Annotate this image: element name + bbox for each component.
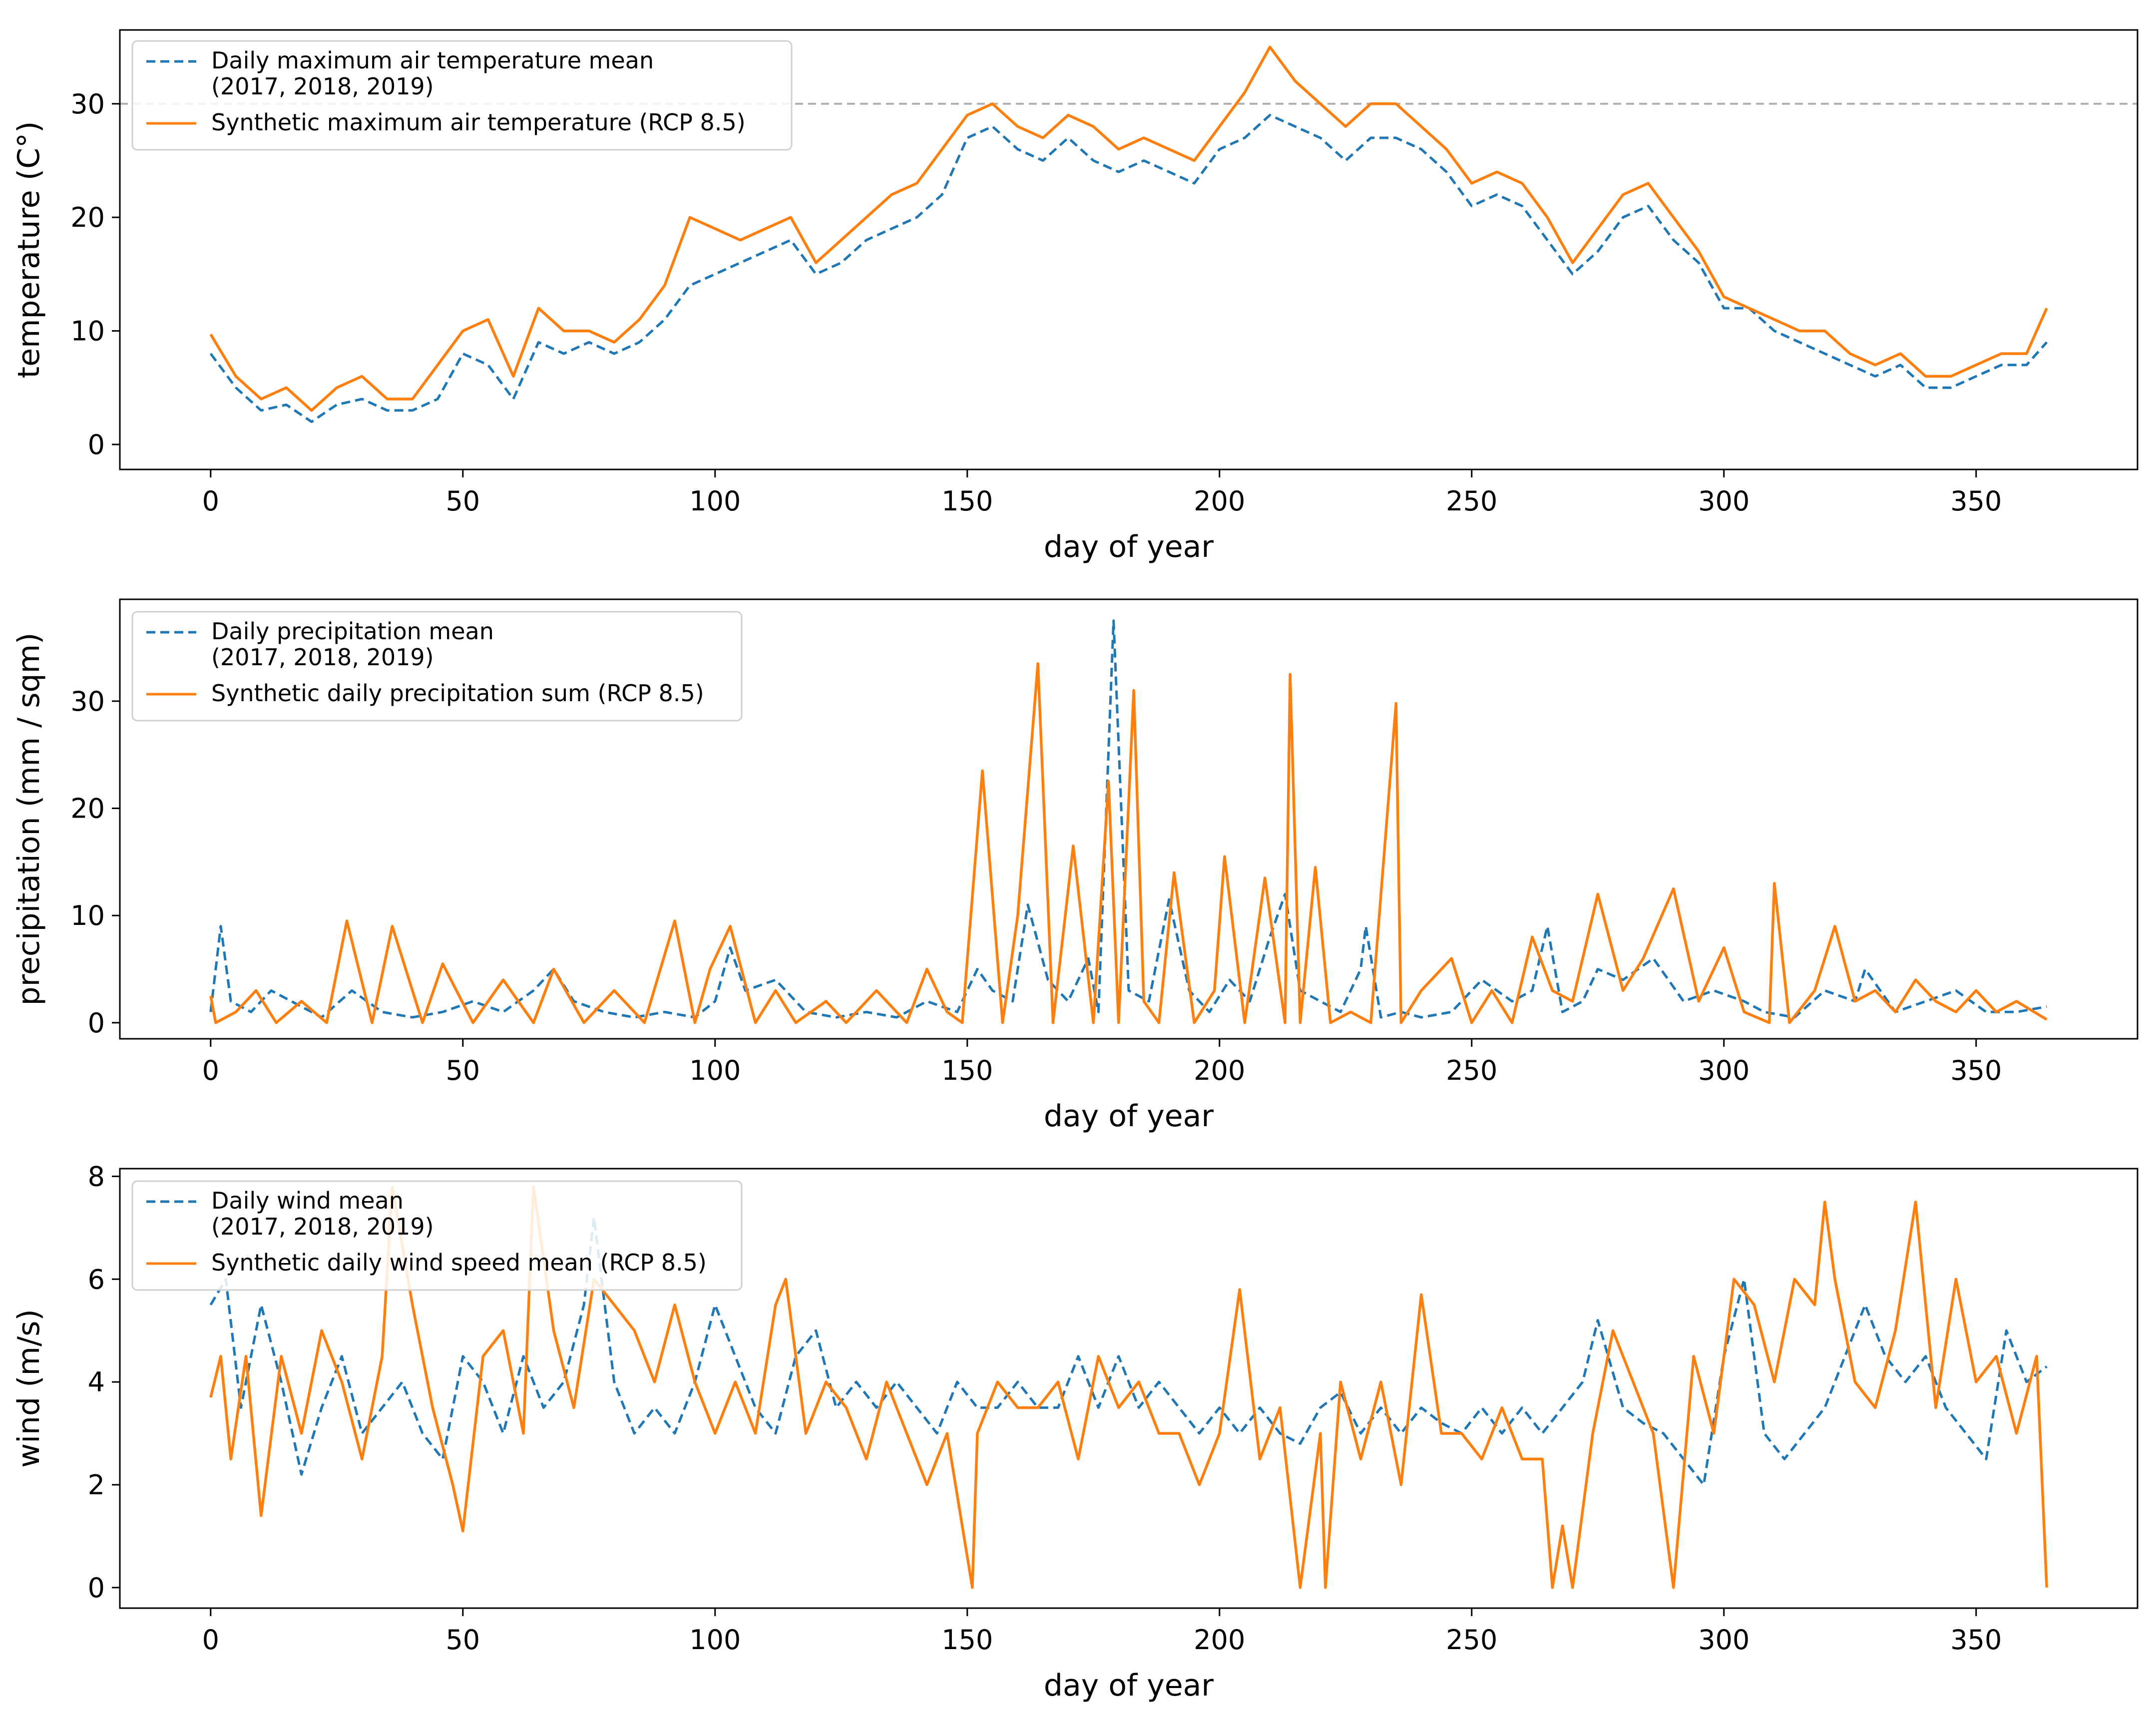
wind-legend-label-synthetic: Synthetic daily wind speed mean (RCP 8.5… [211,1249,707,1276]
precipitation-x-tick-label: 150 [941,1055,993,1086]
wind-panel: 0 50 100 150 200 250 300 350 0 2 4 6 8 day of year win… [11,1161,2139,1703]
precipitation-x-tick-label: 50 [445,1055,480,1086]
wind-y-tick-label: 0 [88,1572,105,1604]
precipitation-x-axis-label: day of year [1044,1099,1214,1134]
temperature-x-tick-label: 100 [689,485,741,517]
wind-legend-label-observed: Daily wind mean [211,1187,404,1214]
precipitation-x-tick-label: 200 [1194,1055,1245,1086]
temperature-y-tick-label: 20 [70,202,105,233]
precipitation-y-tick-label: 20 [70,793,105,825]
precipitation-series-synthetic-line [209,662,2048,1024]
temperature-panel: 0 50 100 150 200 250 300 350 0 10 20 30 day of year t… [11,29,2139,564]
temperature-x-tick-label: 150 [941,485,993,517]
wind-series-synthetic-line [209,1185,2048,1589]
temperature-legend-label-observed: (2017, 2018, 2019) [211,73,434,100]
temperature-x-axis-label: day of year [1044,529,1214,564]
wind-legend: Daily wind mean (2017, 2018, 2019) Synthe… [131,1180,743,1291]
temperature-x-tick-label: 350 [1950,485,2002,517]
precipitation-legend-label-observed: Daily precipitation mean [211,618,494,645]
temperature-y-axis-label: temperature (C°) [11,121,46,379]
wind-x-tick-label: 200 [1194,1624,1245,1656]
temperature-y-tick-label: 0 [88,429,105,460]
wind-x-tick-label: 250 [1446,1624,1497,1656]
wind-x-tick-label: 0 [202,1624,219,1656]
precipitation-y-axis-label: precipitation (mm / sqm) [11,633,46,1006]
temperature-legend-box [131,40,793,151]
temperature-x-tick-label: 300 [1698,485,1749,517]
temperature-legend-label-synthetic: Synthetic maximum air temperature (RCP 8… [211,109,746,136]
precipitation-x-tick-label: 250 [1446,1055,1497,1086]
precipitation-y-tick-label: 10 [70,900,105,931]
wind-y-tick-label: 4 [88,1366,105,1398]
wind-x-tick-label: 150 [941,1624,993,1656]
temperature-x-tick-label: 200 [1194,485,1245,517]
wind-y-tick-label: 8 [88,1161,105,1192]
temperature-y-tick-label: 10 [70,316,105,347]
wind-x-tick-label: 350 [1950,1624,2002,1656]
wind-x-tick-label: 100 [689,1624,741,1656]
wind-x-axis-label: day of year [1044,1668,1214,1703]
precipitation-x-tick-label: 350 [1950,1055,2002,1086]
wind-legend-box [131,1180,743,1291]
temperature-legend-label-observed: Daily maximum air temperature mean [211,47,654,74]
precipitation-legend-label-synthetic: Synthetic daily precipitation sum (RCP 8… [211,680,704,707]
precipitation-plot-frame [119,598,2139,1040]
temperature-plot-frame [119,29,2139,470]
temperature-x-tick-label: 250 [1446,485,1497,517]
wind-x-tick-label: 50 [445,1624,480,1656]
temperature-series-observed-line [209,114,2048,423]
precipitation-y-tick-label: 30 [70,686,105,717]
wind-series-observed-line [209,1216,2048,1486]
wind-y-axis-label: wind (m/s) [11,1309,46,1468]
precipitation-x-tick-label: 100 [689,1055,741,1086]
temperature-x-tick-label: 0 [202,485,219,517]
precipitation-x-tick-label: 300 [1698,1055,1749,1086]
precipitation-legend: Daily precipitation mean (2017, 2018, 20… [131,611,743,722]
wind-y-tick-label: 6 [88,1264,105,1295]
precipitation-x-tick-label: 0 [202,1055,219,1086]
wind-x-tick-label: 300 [1698,1624,1749,1656]
temperature-y-tick-label: 30 [70,88,105,120]
temperature-x-tick-label: 50 [445,485,480,517]
wind-legend-label-observed: (2017, 2018, 2019) [211,1213,434,1240]
precipitation-series-observed-line [209,619,2047,1019]
wind-plot-frame [119,1168,2139,1609]
temperature-legend: Daily maximum air temperature mean (2017… [131,40,793,151]
precipitation-legend-box [131,611,743,722]
temperature-series-synthetic-line [209,45,2048,412]
precipitation-panel: 0 50 100 150 200 250 300 350 0 10 20 30 day of year p… [11,598,2139,1134]
precipitation-y-tick-label: 0 [88,1007,105,1039]
precipitation-legend-label-observed: (2017, 2018, 2019) [211,644,434,671]
wind-y-tick-label: 2 [88,1469,105,1501]
